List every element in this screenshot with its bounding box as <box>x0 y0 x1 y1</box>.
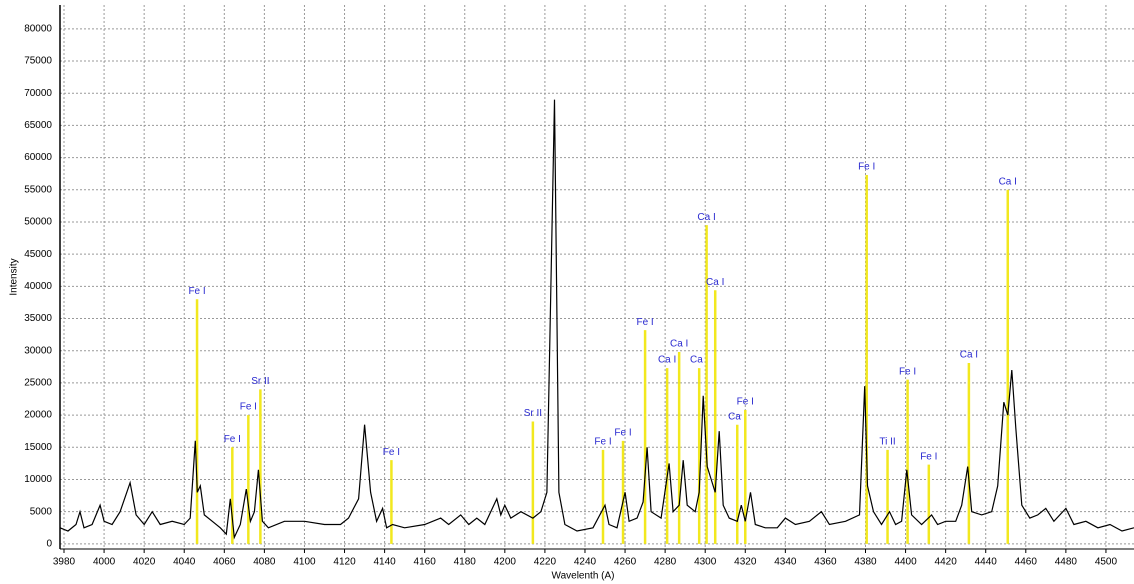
y-tick-label: 5000 <box>30 506 53 517</box>
y-tick-label: 20000 <box>24 410 52 421</box>
line-id-label: Fe I <box>899 366 916 377</box>
y-tick-label: 10000 <box>24 474 52 485</box>
line-id-label: Fe I <box>188 286 205 297</box>
line-id-label: Ca I <box>999 176 1017 187</box>
x-tick-label: 4280 <box>654 557 677 568</box>
x-tick-label: 4460 <box>1015 557 1038 568</box>
line-id-label: Ca I <box>960 350 978 361</box>
line-id-label: Ca I <box>658 355 676 366</box>
x-tick-label: 4160 <box>414 557 437 568</box>
line-id-label: Ca I <box>690 355 708 366</box>
line-id-label: Ca I <box>697 212 715 223</box>
line-id-label: Fe I <box>224 434 241 445</box>
x-tick-label: 3980 <box>53 557 76 568</box>
line-id-label: Ca I <box>728 411 746 422</box>
y-tick-label: 15000 <box>24 442 52 453</box>
line-id-label: Fe I <box>920 451 937 462</box>
x-tick-label: 4020 <box>133 557 156 568</box>
x-tick-label: 4440 <box>975 557 998 568</box>
x-tick-label: 4140 <box>373 557 396 568</box>
x-tick-label: 4480 <box>1055 557 1078 568</box>
line-id-label: Fe I <box>858 162 875 173</box>
line-id-label: Ca I <box>670 339 688 350</box>
y-tick-label: 75000 <box>24 56 52 67</box>
y-tick-label: 55000 <box>24 184 52 195</box>
x-tick-label: 4400 <box>894 557 917 568</box>
x-tick-label: 4180 <box>454 557 477 568</box>
x-tick-label: 4120 <box>333 557 356 568</box>
spectrum-line <box>59 99 1134 540</box>
line-id-label: Sr II <box>251 376 269 387</box>
y-tick-label: 45000 <box>24 249 52 260</box>
y-axis-title: Intensity <box>9 258 20 295</box>
line-id-label: Fe I <box>383 447 400 458</box>
line-id-label: Fe I <box>240 402 257 413</box>
y-tick-label: 65000 <box>24 120 52 131</box>
y-tick-label: 25000 <box>24 378 52 389</box>
line-id-label: Fe I <box>594 436 611 447</box>
x-tick-label: 4080 <box>253 557 276 568</box>
x-tick-label: 4060 <box>213 557 236 568</box>
x-tick-label: 4200 <box>494 557 517 568</box>
y-tick-label: 50000 <box>24 217 52 228</box>
x-tick-label: 4360 <box>814 557 837 568</box>
y-tick-label: 80000 <box>24 23 52 34</box>
x-tick-label: 4420 <box>935 557 958 568</box>
line-id-label: Fe I <box>737 397 754 408</box>
x-axis-title: Wavelenth (A) <box>552 571 615 582</box>
y-tick-label: 40000 <box>24 281 52 292</box>
x-tick-label: 4240 <box>574 557 597 568</box>
y-tick-label: 0 <box>46 538 52 549</box>
y-tick-label: 70000 <box>24 88 52 99</box>
x-tick-label: 4500 <box>1095 557 1118 568</box>
line-id-label: Fe I <box>614 427 631 438</box>
x-tick-label: 4000 <box>93 557 116 568</box>
x-tick-label: 4380 <box>854 557 877 568</box>
line-id-label: Sr II <box>524 408 542 419</box>
x-tick-label: 4100 <box>293 557 316 568</box>
y-tick-label: 30000 <box>24 345 52 356</box>
x-tick-label: 4320 <box>734 557 757 568</box>
line-id-label: Ti II <box>879 436 895 447</box>
x-tick-label: 4340 <box>774 557 797 568</box>
x-tick-label: 4300 <box>694 557 717 568</box>
y-tick-label: 35000 <box>24 313 52 324</box>
line-id-label: Ca I <box>706 277 724 288</box>
y-tick-label: 60000 <box>24 152 52 163</box>
x-tick-label: 4040 <box>173 557 196 568</box>
x-tick-label: 4220 <box>534 557 557 568</box>
line-id-label: Fe I <box>636 317 653 328</box>
x-tick-label: 4260 <box>614 557 637 568</box>
